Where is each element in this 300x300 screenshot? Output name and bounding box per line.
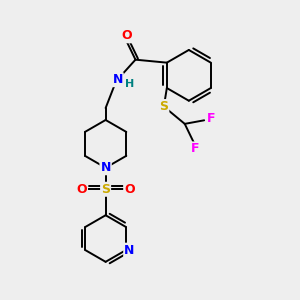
Text: F: F: [206, 112, 215, 125]
Text: S: S: [159, 100, 168, 113]
Text: H: H: [125, 79, 134, 89]
Text: F: F: [191, 142, 200, 155]
Text: S: S: [101, 183, 110, 196]
Text: O: O: [124, 183, 135, 196]
Text: O: O: [76, 183, 87, 196]
Text: N: N: [124, 244, 135, 257]
Text: N: N: [112, 73, 123, 86]
Text: O: O: [121, 29, 132, 42]
Text: N: N: [100, 161, 111, 174]
